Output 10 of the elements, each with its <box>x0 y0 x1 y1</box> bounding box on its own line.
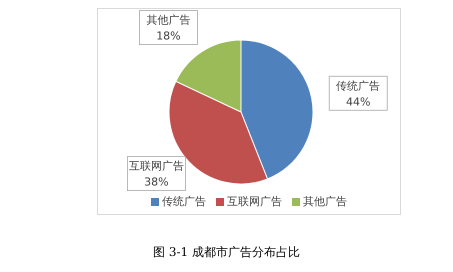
legend-label: 互联网广告 <box>226 194 282 209</box>
slice-label: 传统广告 <box>336 79 380 92</box>
data-label: 38% <box>144 176 169 189</box>
legend-label: 传统广告 <box>161 194 206 209</box>
legend-label: 其他广告 <box>302 194 347 209</box>
data-label: 44% <box>346 95 370 108</box>
slice-label: 其他广告 <box>146 14 190 27</box>
data-label: 18% <box>156 30 181 43</box>
slice-label: 互联网广告 <box>128 160 184 173</box>
caption: 图 3-1 成都市广告分布占比 <box>152 244 301 261</box>
